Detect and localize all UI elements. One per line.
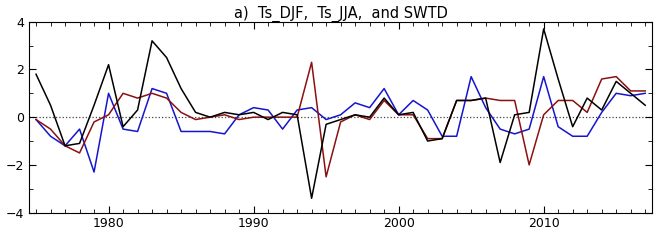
Title: a)  Ts_DJF,  Ts_JJA,  and SWTD: a) Ts_DJF, Ts_JJA, and SWTD [234, 6, 447, 22]
